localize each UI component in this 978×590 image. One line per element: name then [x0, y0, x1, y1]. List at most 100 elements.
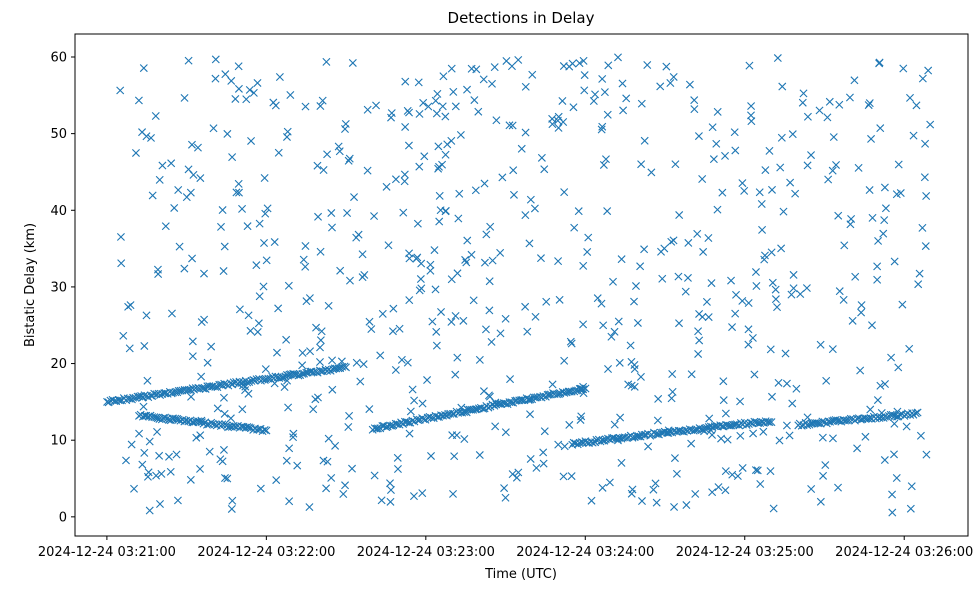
- data-point: [220, 379, 229, 388]
- data-point: [470, 96, 479, 105]
- data-point: [155, 451, 164, 460]
- data-point: [508, 121, 517, 130]
- data-point: [922, 192, 931, 200]
- data-point: [619, 106, 628, 115]
- data-point: [791, 189, 800, 198]
- data-point: [728, 470, 737, 479]
- y-tick-label: 10: [50, 434, 67, 449]
- data-point: [241, 382, 250, 391]
- data-point: [848, 316, 857, 325]
- data-point: [431, 285, 440, 294]
- data-point: [372, 424, 381, 433]
- data-point: [893, 407, 902, 416]
- data-point: [323, 150, 332, 159]
- data-point: [742, 420, 751, 429]
- data-point: [116, 232, 125, 241]
- data-point: [667, 237, 676, 246]
- data-point: [854, 163, 863, 172]
- data-point: [584, 233, 593, 242]
- data-point: [603, 207, 612, 216]
- data-point: [700, 427, 709, 436]
- data-point: [605, 478, 614, 487]
- data-point: [219, 267, 228, 276]
- data-point: [828, 345, 837, 354]
- data-point: [796, 290, 805, 299]
- data-point: [145, 437, 154, 446]
- data-point: [272, 348, 281, 357]
- data-point: [918, 74, 927, 83]
- data-point: [475, 451, 484, 460]
- data-point: [565, 420, 574, 429]
- data-point: [447, 64, 456, 73]
- data-point: [874, 236, 883, 245]
- data-point: [231, 94, 240, 103]
- data-point: [610, 420, 619, 429]
- data-point: [525, 239, 534, 248]
- data-point: [405, 429, 414, 438]
- data-point: [868, 213, 877, 222]
- data-point: [216, 455, 225, 464]
- data-point: [907, 482, 916, 491]
- data-point: [755, 188, 764, 197]
- data-point: [261, 365, 270, 374]
- data-point: [284, 281, 293, 290]
- data-point: [186, 188, 195, 197]
- data-point: [255, 219, 264, 228]
- data-point: [787, 290, 796, 299]
- data-point: [847, 214, 856, 223]
- data-point: [426, 266, 435, 275]
- data-point: [449, 489, 458, 498]
- data-point: [835, 287, 844, 296]
- data-point: [721, 151, 730, 160]
- data-point: [589, 96, 598, 105]
- data-point: [218, 206, 227, 215]
- data-point: [914, 280, 923, 289]
- data-point: [328, 356, 337, 365]
- data-point: [122, 456, 130, 465]
- data-point: [143, 376, 152, 385]
- data-point: [778, 82, 787, 91]
- data-point: [199, 384, 208, 393]
- data-point: [637, 99, 646, 108]
- data-point: [775, 436, 784, 445]
- data-point: [192, 433, 201, 442]
- data-point: [618, 79, 627, 88]
- data-point: [667, 394, 676, 403]
- data-point: [555, 295, 564, 304]
- data-point: [482, 230, 491, 239]
- data-point: [630, 297, 639, 306]
- data-point: [887, 353, 896, 362]
- data-point: [378, 309, 387, 318]
- data-point: [905, 344, 914, 353]
- data-point: [730, 128, 739, 137]
- data-point: [231, 422, 240, 431]
- data-point: [500, 484, 509, 493]
- data-point: [526, 410, 535, 419]
- data-point: [469, 296, 478, 305]
- data-point: [821, 461, 830, 470]
- data-point: [632, 432, 641, 441]
- data-point: [284, 403, 293, 412]
- data-point: [560, 442, 569, 451]
- data-point: [768, 185, 776, 194]
- data-point: [690, 105, 699, 114]
- data-point: [168, 414, 177, 423]
- data-point: [260, 239, 269, 247]
- data-point: [496, 248, 505, 257]
- data-point: [628, 485, 637, 494]
- data-point: [488, 79, 496, 88]
- data-point: [328, 223, 336, 232]
- data-point: [509, 190, 518, 199]
- data-point: [615, 358, 624, 367]
- data-point: [316, 102, 325, 111]
- data-point: [867, 134, 876, 143]
- data-point: [220, 242, 229, 251]
- data-point: [526, 395, 535, 404]
- data-point: [670, 454, 679, 463]
- data-point: [217, 222, 225, 231]
- data-point: [138, 393, 147, 402]
- data-point: [637, 497, 646, 506]
- data-point: [674, 272, 683, 281]
- data-point: [174, 186, 183, 195]
- data-point: [138, 460, 147, 469]
